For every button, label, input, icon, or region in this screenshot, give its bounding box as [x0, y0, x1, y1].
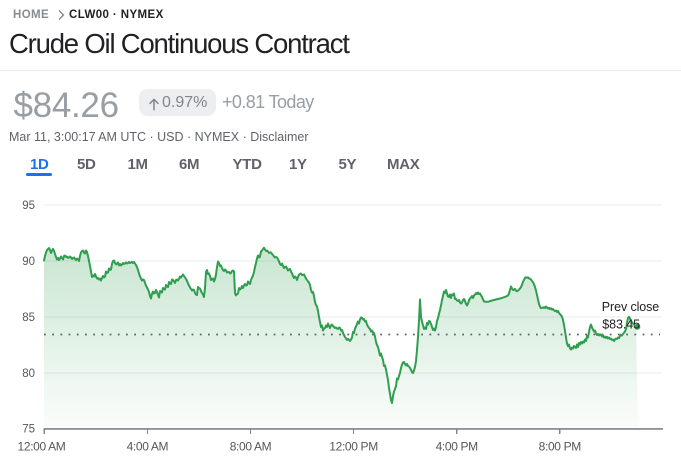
svg-text:4:00 PM: 4:00 PM: [436, 440, 479, 454]
svg-text:8:00 AM: 8:00 AM: [230, 440, 272, 454]
svg-text:12:00 PM: 12:00 PM: [329, 440, 378, 454]
svg-text:95: 95: [22, 200, 35, 212]
svg-text:Prev close: Prev close: [602, 300, 660, 314]
svg-text:8:00 PM: 8:00 PM: [539, 440, 582, 454]
svg-text:4:00 AM: 4:00 AM: [127, 440, 169, 454]
svg-text:90: 90: [22, 256, 35, 268]
svg-text:80: 80: [22, 368, 35, 380]
svg-text:75: 75: [22, 424, 35, 436]
svg-text:85: 85: [22, 312, 35, 324]
svg-text:12:00 AM: 12:00 AM: [18, 440, 66, 454]
svg-text:$83.45: $83.45: [602, 318, 640, 332]
